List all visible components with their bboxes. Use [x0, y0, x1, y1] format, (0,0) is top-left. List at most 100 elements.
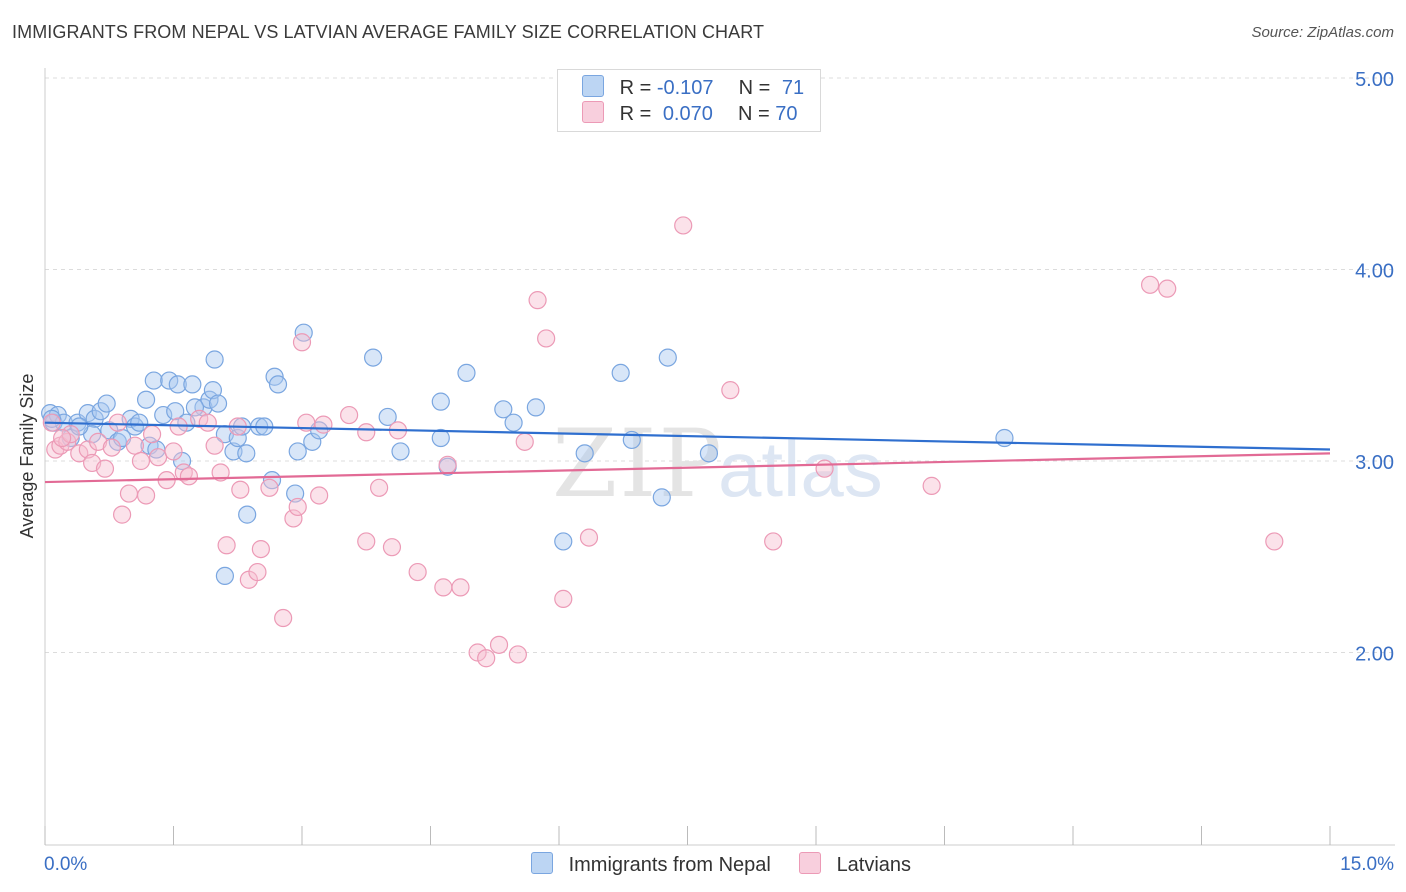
- nepal-point: [185, 398, 205, 417]
- latvian-point: [164, 442, 183, 461]
- latvian-point: [554, 589, 573, 608]
- series-nepal: [41, 323, 1014, 586]
- nepal-point: [166, 402, 185, 421]
- latvian-swatch: [582, 101, 604, 123]
- latvian-point: [288, 497, 307, 517]
- latvian-point: [70, 444, 89, 463]
- latvian-point: [434, 578, 453, 597]
- latvian-point: [508, 645, 527, 664]
- nepal-point: [391, 442, 410, 461]
- legend-row-latvian: R = 0.070 N = 70: [582, 101, 798, 125]
- legend-n-value: 70: [775, 103, 798, 125]
- latvian-point: [515, 432, 534, 451]
- nepal-point: [160, 371, 179, 390]
- nepal-point: [364, 348, 383, 367]
- nepal-legend-swatch: [531, 852, 553, 874]
- nepal-point: [611, 363, 630, 383]
- latvian-point: [370, 478, 389, 497]
- latvian-point: [231, 480, 250, 499]
- legend-n-label: N =: [738, 103, 770, 125]
- latvian-point: [142, 425, 162, 444]
- legend-r-value: 0.070: [662, 103, 713, 125]
- nepal-point: [237, 444, 256, 463]
- y-axis-label: Average Family Size: [17, 374, 37, 539]
- latvian-point: [1265, 532, 1284, 551]
- nepal-point: [183, 375, 202, 394]
- nepal-point: [652, 488, 671, 507]
- nepal-trend-line: [44, 421, 1331, 451]
- latvian-point: [1140, 275, 1160, 294]
- y-tick-label: 5.00: [1355, 69, 1394, 91]
- trend-lines: [44, 421, 1331, 484]
- nepal-point: [238, 505, 257, 524]
- nepal-legend-label: Immigrants from Nepal: [568, 854, 771, 876]
- latvian-point: [61, 425, 80, 444]
- grid-lines: [45, 77, 1395, 653]
- latvian-point: [251, 539, 270, 559]
- nepal-point: [208, 394, 228, 413]
- legend-n-value: 71: [781, 77, 805, 99]
- nepal-point: [494, 400, 513, 419]
- latvian-point: [136, 486, 156, 505]
- nepal-point: [575, 444, 594, 463]
- latvian-point: [179, 467, 199, 486]
- tick-labels: 2.00 3.00 4.00 5.00 0.0% 15.0%: [44, 69, 1394, 875]
- series-latvians: [42, 216, 1284, 668]
- nepal-point: [154, 405, 173, 425]
- watermark-zip: ZIP: [552, 410, 724, 519]
- latvian-point: [438, 455, 457, 474]
- nepal-point: [97, 394, 116, 413]
- latvian-point: [408, 562, 427, 582]
- latvian-legend-swatch: [799, 852, 821, 874]
- latvian-point: [721, 381, 740, 400]
- nepal-point: [144, 371, 163, 390]
- nepal-point: [526, 398, 545, 417]
- latvian-point: [274, 608, 293, 628]
- bottom-legend-latvian: Latvians: [799, 852, 911, 877]
- latvian-point: [674, 216, 693, 235]
- latvian-point: [477, 649, 496, 668]
- nepal-point: [431, 392, 450, 411]
- nepal-point: [303, 432, 322, 451]
- nepal-point: [504, 413, 523, 432]
- latvian-point: [764, 532, 783, 551]
- latvian-point: [314, 415, 333, 434]
- nepal-point: [378, 407, 397, 427]
- y-tick-label: 3.00: [1355, 452, 1394, 474]
- legend-n-label: N =: [738, 77, 771, 99]
- nepal-point: [554, 532, 573, 551]
- nepal-point: [995, 428, 1014, 448]
- latvian-point: [292, 333, 312, 352]
- nepal-point: [130, 413, 149, 432]
- legend-r-label: R =: [619, 77, 652, 99]
- nepal-point: [699, 444, 719, 463]
- latvian-trend-line: [44, 452, 1331, 484]
- nepal-point: [431, 428, 450, 448]
- nepal-point: [203, 381, 223, 400]
- latvian-point: [579, 528, 599, 547]
- latvian-point: [211, 463, 230, 482]
- latvian-point: [284, 509, 303, 528]
- latvian-point: [489, 635, 509, 654]
- latvian-point: [148, 448, 168, 467]
- axes: [44, 68, 1395, 846]
- latvian-point: [260, 478, 279, 497]
- nepal-point: [200, 390, 219, 409]
- latvian-legend-label: Latvians: [836, 854, 912, 876]
- latvian-point: [537, 329, 556, 348]
- legend-r-label: R =: [619, 103, 652, 125]
- nepal-swatch: [582, 75, 604, 97]
- legend-row-nepal: R = -0.107 N = 71: [582, 75, 804, 99]
- latvian-point: [357, 532, 376, 551]
- latvian-point: [108, 413, 127, 432]
- nepal-point: [457, 363, 476, 383]
- nepal-point: [286, 484, 305, 503]
- latvian-point: [198, 413, 217, 432]
- latvian-point: [102, 438, 121, 457]
- x-tick-label: 15.0%: [1340, 854, 1394, 875]
- latvian-point: [1158, 279, 1177, 298]
- latvian-point: [112, 505, 132, 524]
- latvian-point: [815, 459, 834, 478]
- latvian-point: [217, 536, 236, 555]
